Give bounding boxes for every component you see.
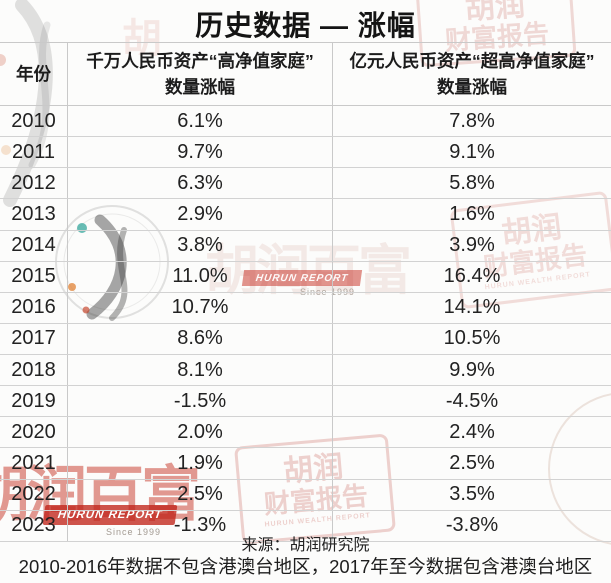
uhnw-growth-cell: 7.8% — [449, 109, 495, 132]
uhnw-header-line1: 亿元人民币资产“超高净值家庭” — [349, 50, 595, 71]
table-row: 2022 2.5% 3.5% — [0, 479, 611, 511]
year-cell: 2016 — [0, 292, 68, 323]
uhnw-growth-cell: 9.1% — [449, 140, 495, 163]
year-cell: 2015 — [0, 261, 68, 292]
table-row: 2018 8.1% 9.9% — [0, 355, 611, 387]
hnw-growth-cell: 3.8% — [68, 230, 333, 261]
table-row: 2012 6.3% 5.8% — [0, 168, 611, 200]
table-row: 2019 -1.5% -4.5% — [0, 386, 611, 418]
table-row: 2016 10.7% 14.1% — [0, 292, 611, 324]
uhnw-header-line2: 数量涨幅 — [437, 77, 507, 97]
year-cell: 2018 — [0, 355, 68, 386]
table-row: 2013 2.9% 1.6% — [0, 199, 611, 231]
year-cell: 2013 — [0, 199, 68, 230]
page-title: 历史数据 — 涨幅 — [195, 10, 416, 41]
year-cell: 2022 — [0, 479, 68, 510]
history-data-table: 年份 千万人民币资产“高净值家庭” 数量涨幅 亿元人民币资产“超高净值家庭” 数… — [0, 42, 611, 542]
hnw-header-line1: 千万人民币资产“高净值家庭” — [86, 50, 314, 71]
hnw-growth-cell: 11.0% — [68, 261, 333, 292]
uhnw-growth-cell: 3.9% — [449, 234, 495, 257]
uhnw-growth-cell: 9.9% — [449, 358, 495, 381]
uhnw-growth-cell: 2.4% — [449, 420, 495, 443]
uhnw-growth-cell: 3.5% — [449, 483, 495, 506]
year-cell: 2020 — [0, 417, 68, 448]
year-cell: 2019 — [0, 386, 68, 417]
hnw-growth-cell: 2.5% — [68, 479, 333, 510]
year-cell: 2017 — [0, 323, 68, 354]
table-row: 2017 8.6% 10.5% — [0, 323, 611, 355]
uhnw-growth-cell: 10.5% — [443, 327, 501, 350]
uhnw-growth-cell: -4.5% — [445, 389, 499, 412]
coverage-footnote: 2010-2016年数据不包含港澳台地区，2017年至今数据包含港澳台地区 — [18, 556, 593, 577]
year-cell: 2021 — [0, 448, 68, 479]
table-body: 2010 6.1% 7.8% 2011 9.7% 9.1% 2012 6.3% 5.8% 2013… — [0, 106, 611, 542]
hnw-growth-cell: 8.6% — [68, 323, 333, 354]
hnw-growth-cell: 9.7% — [68, 137, 333, 168]
year-header-label: 年份 — [16, 63, 51, 84]
table-header-row: 年份 千万人民币资产“高净值家庭” 数量涨幅 亿元人民币资产“超高净值家庭” 数… — [0, 42, 611, 106]
hnw-growth-cell: 6.1% — [68, 106, 333, 137]
uhnw-growth-cell: 16.4% — [443, 265, 501, 288]
table-row: 2014 3.8% 3.9% — [0, 230, 611, 262]
year-cell: 2014 — [0, 230, 68, 261]
hnw-column-header: 千万人民币资产“高净值家庭” 数量涨幅 — [68, 43, 333, 105]
table-row: 2010 6.1% 7.8% — [0, 106, 611, 138]
year-cell: 2011 — [0, 137, 68, 168]
hnw-growth-cell: -1.5% — [68, 386, 333, 417]
table-row: 2021 1.9% 2.5% — [0, 448, 611, 480]
hnw-growth-cell: 6.3% — [68, 168, 333, 199]
uhnw-growth-cell: 2.5% — [449, 451, 495, 474]
hnw-growth-cell: 2.9% — [68, 199, 333, 230]
source-label: 来源：胡润研究院 — [241, 537, 370, 554]
table-row: 2015 11.0% 16.4% — [0, 261, 611, 293]
hnw-header-line2: 数量涨幅 — [165, 77, 235, 97]
hnw-growth-cell: 10.7% — [68, 292, 333, 323]
hnw-growth-cell: -1.3% — [68, 510, 333, 541]
table-row: 2011 9.7% 9.1% — [0, 137, 611, 169]
year-cell: 2012 — [0, 168, 68, 199]
hnw-growth-cell: 8.1% — [68, 355, 333, 386]
hnw-growth-cell: 2.0% — [68, 417, 333, 448]
table-row: 2020 2.0% 2.4% — [0, 417, 611, 449]
uhnw-column-header: 亿元人民币资产“超高净值家庭” 数量涨幅 — [333, 43, 611, 105]
uhnw-growth-cell: 1.6% — [449, 202, 495, 225]
hnw-growth-cell: 1.9% — [68, 448, 333, 479]
uhnw-growth-cell: 5.8% — [449, 171, 495, 194]
uhnw-growth-cell: 14.1% — [443, 296, 501, 319]
year-column-header: 年份 — [0, 43, 68, 105]
uhnw-growth-cell: -3.8% — [445, 514, 499, 537]
year-cell: 2010 — [0, 106, 68, 137]
